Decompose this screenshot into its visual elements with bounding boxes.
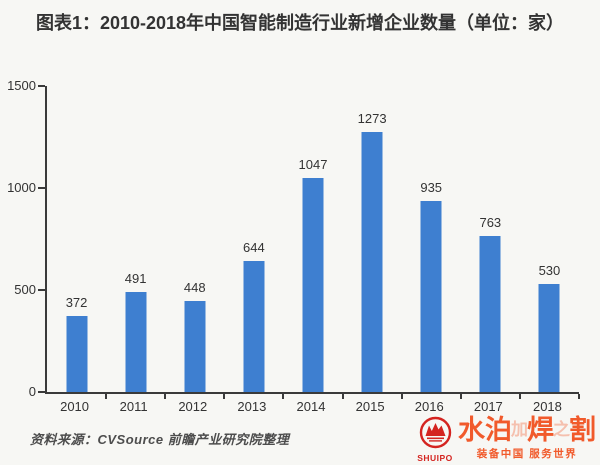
y-tick [38, 85, 45, 87]
bar-2017 [479, 236, 501, 392]
x-tick [164, 394, 167, 399]
y-tick [38, 289, 45, 291]
bar-slot-2013: 644 [224, 86, 285, 399]
value-label-2016: 935 [420, 180, 443, 196]
y-label-1500: 1500 [7, 78, 36, 93]
x-label-2017: 2017 [473, 399, 503, 414]
x-tick [459, 394, 462, 399]
x-tick [400, 394, 403, 399]
watermark: SHUIPO 水泊加焊之割 装备中国 服务世界 [416, 416, 596, 463]
bar-2015 [361, 132, 383, 392]
x-tick [282, 394, 285, 399]
watermark-brand-text: 水泊加焊之割 [458, 415, 596, 445]
x-label-2015: 2015 [355, 399, 385, 414]
bar-slot-2016: 935 [402, 86, 462, 399]
shuipo-mountain-logo-icon [419, 416, 451, 449]
bar-2011 [125, 291, 147, 392]
bar-slot-2010: 372 [47, 86, 108, 399]
y-axis-labels: 0 500 1000 1500 [2, 78, 36, 399]
value-label-2018: 530 [538, 262, 561, 278]
value-label-2011: 491 [124, 270, 147, 286]
bar-slot-2014: 1047 [283, 86, 344, 399]
x-label-2014: 2014 [296, 399, 326, 414]
brand-overlay-char2: 之 [553, 420, 570, 440]
bar-2013 [243, 260, 265, 392]
watermark-logo-text: SHUIPO [417, 453, 453, 463]
brand-part2: 焊 [527, 415, 554, 445]
value-label-2017: 763 [479, 215, 502, 231]
bar-slot-2017: 763 [461, 86, 521, 399]
value-label-2013: 644 [243, 239, 265, 255]
plot-area: 372 491 448 644 1047 1273 935 763 530 [38, 85, 580, 399]
value-label-2012: 448 [183, 279, 206, 295]
x-tick [577, 394, 580, 399]
bar-slot-2018: 530 [520, 86, 580, 399]
value-label-2014: 1047 [298, 157, 328, 173]
x-tick [518, 394, 521, 399]
x-label-2016: 2016 [414, 399, 444, 414]
bar-2014 [302, 178, 324, 392]
y-label-0: 0 [28, 384, 36, 399]
x-label-2010: 2010 [60, 399, 90, 414]
x-tick [105, 394, 108, 399]
x-axis-labels: 2010 2011 2012 2013 2014 2015 2016 2017 2018 [45, 399, 577, 414]
watermark-tagline: 装备中国 服务世界 [476, 448, 578, 461]
brand-overlay-char1: 加 [511, 420, 528, 440]
chart-title: 图表1：2010-2018年中国智能制造行业新增企业数量（单位：家） [35, 13, 565, 33]
x-tick [341, 394, 344, 399]
bar-2010 [66, 316, 88, 392]
x-label-2018: 2018 [532, 399, 562, 414]
brand-part3: 割 [569, 415, 596, 445]
watermark-logo: SHUIPO [416, 416, 454, 463]
source-note: 资料来源：CVSource 前瞻产业研究院整理 [30, 432, 290, 447]
bar-slot-2011: 491 [106, 86, 167, 399]
x-tick [223, 394, 226, 399]
bar-2018 [538, 283, 560, 392]
bar-slot-2012: 448 [165, 86, 226, 399]
bar-2012 [184, 300, 206, 392]
bar-slot-2015: 1273 [343, 86, 403, 399]
value-label-2015: 1273 [357, 111, 387, 127]
brand-part1: 水泊 [458, 415, 512, 445]
y-label-1000: 1000 [7, 180, 36, 195]
value-label-2010: 372 [65, 295, 88, 311]
x-label-2011: 2011 [119, 399, 148, 414]
y-tick [38, 391, 45, 393]
bar-2016 [420, 201, 442, 392]
x-label-2012: 2012 [178, 399, 208, 414]
y-tick [38, 187, 45, 189]
y-label-500: 500 [14, 282, 36, 297]
x-label-2013: 2013 [237, 399, 267, 414]
